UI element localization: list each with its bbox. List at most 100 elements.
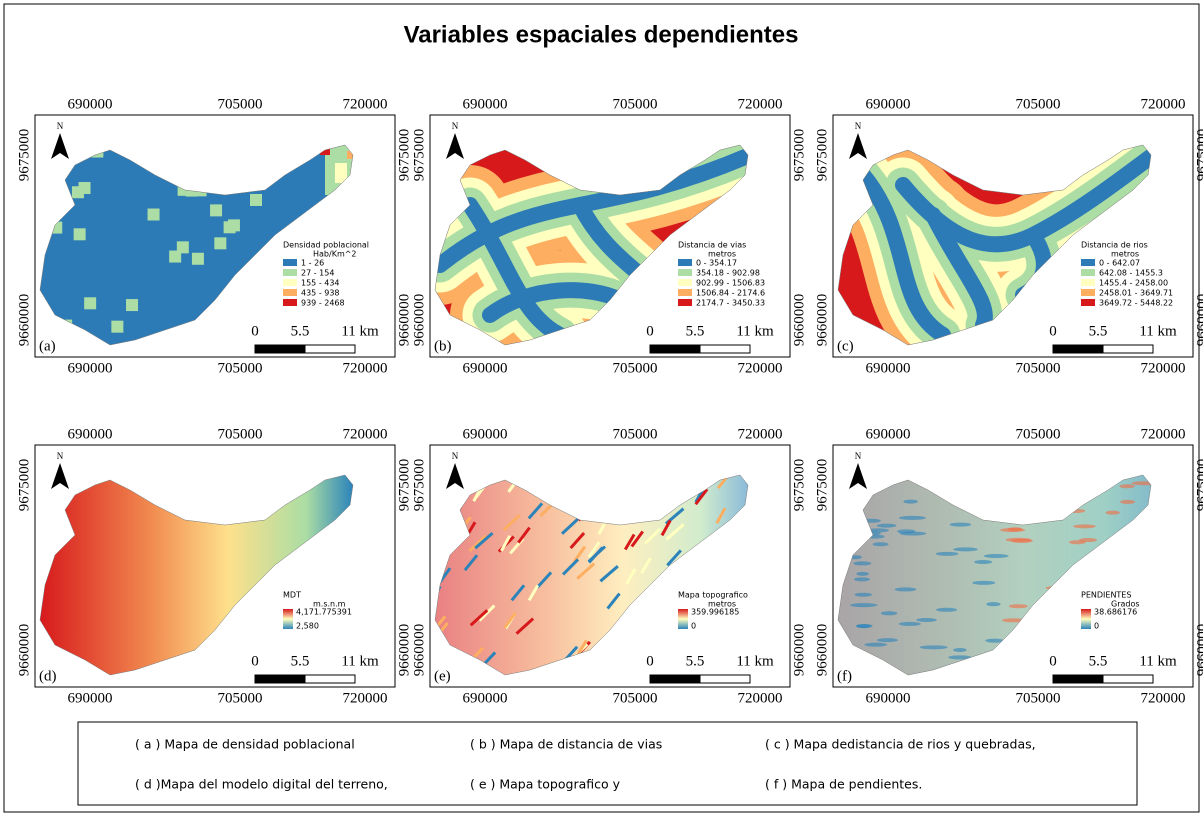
map-cell (214, 237, 226, 249)
x-tick-label: 690000 (68, 690, 113, 706)
y-tick-label: 9660000 (814, 294, 830, 347)
x-tick-label: 690000 (866, 360, 911, 376)
x-tick-label: 705000 (1016, 360, 1061, 376)
legend-title: MDT (283, 591, 301, 600)
legend-swatch (283, 289, 297, 296)
legend-label: 1455.4 - 2458.00 (1099, 279, 1168, 288)
legend-ramp (283, 609, 293, 629)
x-tick-label: 720000 (343, 426, 388, 442)
legend-swatch (678, 299, 692, 306)
caption-item: ( b ) Mapa de distancia de vias (470, 737, 662, 752)
scale-bar (650, 675, 700, 683)
map-cell (111, 321, 123, 333)
map-panel: 6900006900007050007050007200007200009675… (411, 426, 807, 706)
figure: Variables espaciales dependientes 690000… (0, 0, 1203, 816)
y-tick-label: 9660000 (814, 624, 830, 677)
scale-label: 11 km (736, 323, 774, 339)
legend-swatch (283, 299, 297, 306)
map-texture (903, 500, 917, 504)
north-label: N (452, 451, 459, 461)
legend-label: 1 - 26 (301, 259, 324, 268)
scale-bar (1103, 345, 1153, 353)
y-tick-label: 9675000 (16, 459, 32, 512)
y-tick-label: 9660000 (396, 624, 412, 677)
panel-label: (a) (39, 338, 56, 354)
panel-label: (c) (837, 338, 854, 354)
scale-label: 0 (1049, 653, 1057, 669)
legend-label: 155 - 434 (301, 279, 340, 288)
map-texture (936, 552, 959, 556)
scale-label: 11 km (736, 653, 774, 669)
legend-swatch (678, 259, 692, 266)
map-cell (228, 219, 240, 231)
scale-label: 0 (251, 323, 259, 339)
x-tick-label: 720000 (1141, 690, 1186, 706)
map-texture (984, 554, 1009, 558)
x-tick-label: 690000 (68, 96, 113, 112)
map-texture (936, 608, 957, 612)
x-tick-label: 705000 (218, 690, 263, 706)
map-texture (1008, 527, 1022, 531)
legend-label: 27 - 154 (301, 269, 334, 278)
map-texture (1119, 484, 1134, 488)
legend-title: metros (1111, 250, 1139, 259)
map-texture (1006, 538, 1032, 542)
y-tick-label: 9675000 (396, 459, 412, 512)
scale-bar (1103, 675, 1153, 683)
scale-bar (255, 675, 305, 683)
y-tick-label: 9660000 (411, 294, 427, 347)
caption-item: ( a ) Mapa de densidad poblacional (135, 737, 355, 752)
legend-label: 0 - 354.17 (696, 259, 737, 268)
x-tick-label: 690000 (68, 426, 113, 442)
y-tick-label: 9660000 (16, 294, 32, 347)
scale-label: 5.5 (686, 653, 705, 669)
x-tick-label: 720000 (738, 96, 783, 112)
legend-title: Distancia de rios (1081, 241, 1148, 250)
map-texture (1120, 500, 1135, 504)
map-texture (920, 645, 948, 649)
map-texture (850, 603, 878, 607)
map-cell (84, 297, 96, 309)
map-texture (950, 523, 971, 527)
scale-bar (255, 345, 305, 353)
scale-bar (305, 345, 355, 353)
x-tick-label: 720000 (738, 690, 783, 706)
map-panel: 6900006900007050007050007200007200009675… (814, 96, 1203, 376)
caption-box (78, 722, 1137, 805)
y-tick-label: 9675000 (411, 459, 427, 512)
legend-swatch (678, 279, 692, 286)
map-cell (169, 251, 181, 263)
map-panel: 6900006900007050007050007200007200009675… (411, 96, 807, 376)
legend-label: 2458.01 - 3649.71 (1099, 289, 1173, 298)
x-tick-label: 705000 (218, 426, 263, 442)
map-texture (1009, 604, 1028, 608)
map-texture (856, 572, 868, 576)
scale-label: 0 (1049, 323, 1057, 339)
map-texture (974, 560, 992, 564)
legend-swatch (1081, 259, 1095, 266)
map-texture (899, 516, 926, 520)
map-cell (79, 182, 91, 194)
legend-swatch (283, 279, 297, 286)
x-tick-label: 720000 (1141, 360, 1186, 376)
map-texture (864, 643, 887, 647)
x-tick-label: 705000 (1016, 426, 1061, 442)
scale-label: 11 km (1139, 323, 1177, 339)
y-tick-label: 9660000 (791, 294, 807, 347)
y-tick-label: 9675000 (814, 459, 830, 512)
y-tick-label: 9660000 (411, 624, 427, 677)
x-tick-label: 705000 (218, 360, 263, 376)
x-tick-label: 705000 (613, 690, 658, 706)
north-label: N (57, 451, 64, 461)
panel-label: (f) (837, 668, 852, 684)
x-tick-label: 720000 (1141, 426, 1186, 442)
legend-swatch (1081, 289, 1095, 296)
x-tick-label: 690000 (866, 426, 911, 442)
y-tick-label: 9660000 (16, 624, 32, 677)
scale-label: 5.5 (291, 323, 310, 339)
legend-swatch (283, 259, 297, 266)
map-texture (855, 593, 872, 597)
scale-label: 0 (646, 323, 654, 339)
legend-title: PENDIENTES (1081, 591, 1131, 600)
x-tick-label: 690000 (463, 360, 508, 376)
